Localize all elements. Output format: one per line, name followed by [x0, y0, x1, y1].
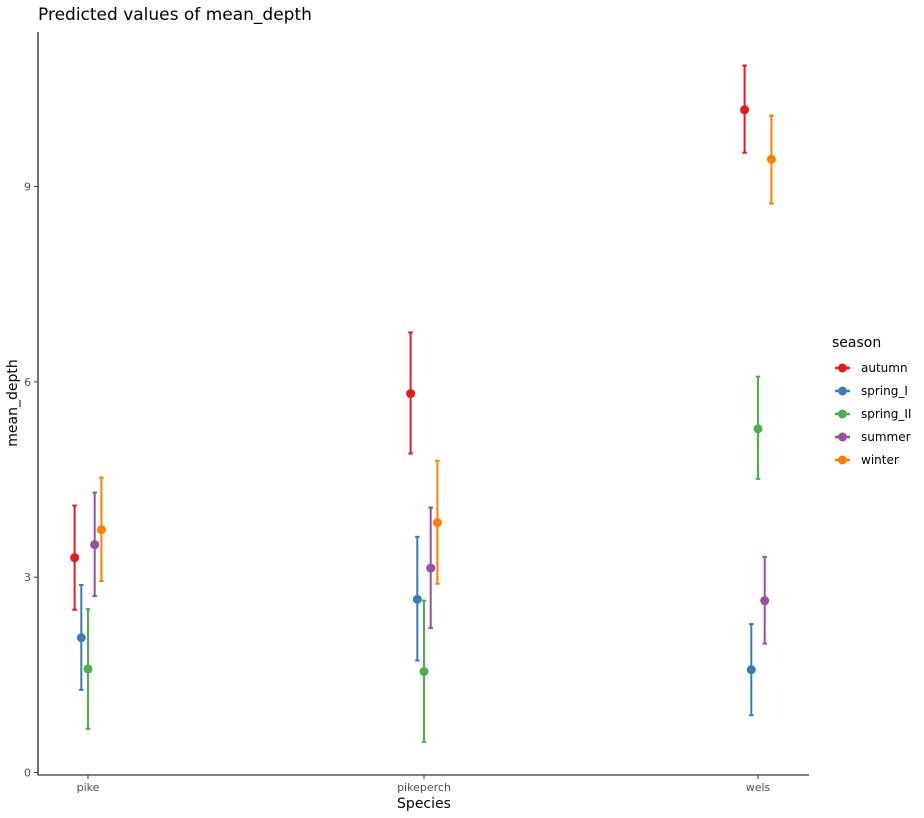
data-point	[76, 633, 86, 643]
data-point	[432, 518, 442, 528]
legend-item-spring_II: spring_II	[835, 407, 911, 421]
series-spring_II	[83, 375, 763, 743]
data-point	[740, 105, 750, 115]
chart-title: Predicted values of mean_depth	[38, 5, 312, 25]
x-tick-label: wels	[746, 781, 771, 794]
data-point	[760, 596, 770, 606]
y-tick-label: 6	[24, 376, 31, 389]
series-autumn	[70, 64, 750, 611]
x-axis-title: Species	[397, 796, 451, 812]
data-point	[746, 665, 756, 675]
legend-label: spring_I	[861, 384, 908, 398]
legend-key-point	[838, 409, 847, 419]
y-axis-ticks: 0 3 6 9	[24, 181, 38, 780]
data-point	[753, 424, 763, 434]
data-point	[766, 154, 776, 164]
data-point	[70, 553, 80, 563]
legend-key-point	[838, 455, 847, 465]
y-axis-title: mean_depth	[5, 359, 21, 446]
legend-key-point	[838, 363, 847, 373]
y-tick-label: 3	[24, 571, 31, 584]
legend-item-autumn: autumn	[835, 361, 908, 375]
legend-key-point	[838, 386, 847, 396]
data-point	[406, 389, 416, 399]
series-winter	[96, 114, 776, 585]
y-tick-label: 0	[24, 767, 31, 780]
legend-label: winter	[861, 453, 899, 467]
legend-key-point	[838, 432, 847, 442]
data-point	[96, 525, 106, 535]
series-spring_I	[76, 535, 756, 717]
data-point	[90, 540, 100, 550]
x-tick-label: pikeperch	[397, 781, 451, 794]
legend-label: spring_II	[861, 407, 911, 421]
legend-label: autumn	[861, 361, 908, 375]
data-point	[426, 563, 436, 573]
data-point	[419, 667, 429, 677]
data-point	[412, 594, 422, 604]
legend-label: summer	[861, 430, 911, 444]
legend-item-spring_I: spring_I	[835, 384, 908, 398]
y-tick-label: 9	[24, 181, 31, 194]
series-summer	[90, 491, 770, 645]
plot-area	[70, 64, 776, 743]
data-point	[83, 664, 93, 674]
legend-item-winter: winter	[835, 453, 899, 467]
legend-item-summer: summer	[835, 430, 911, 444]
legend-title: season	[832, 335, 881, 351]
x-axis-ticks: pike pikeperch wels	[77, 775, 771, 794]
x-tick-label: pike	[77, 781, 100, 794]
